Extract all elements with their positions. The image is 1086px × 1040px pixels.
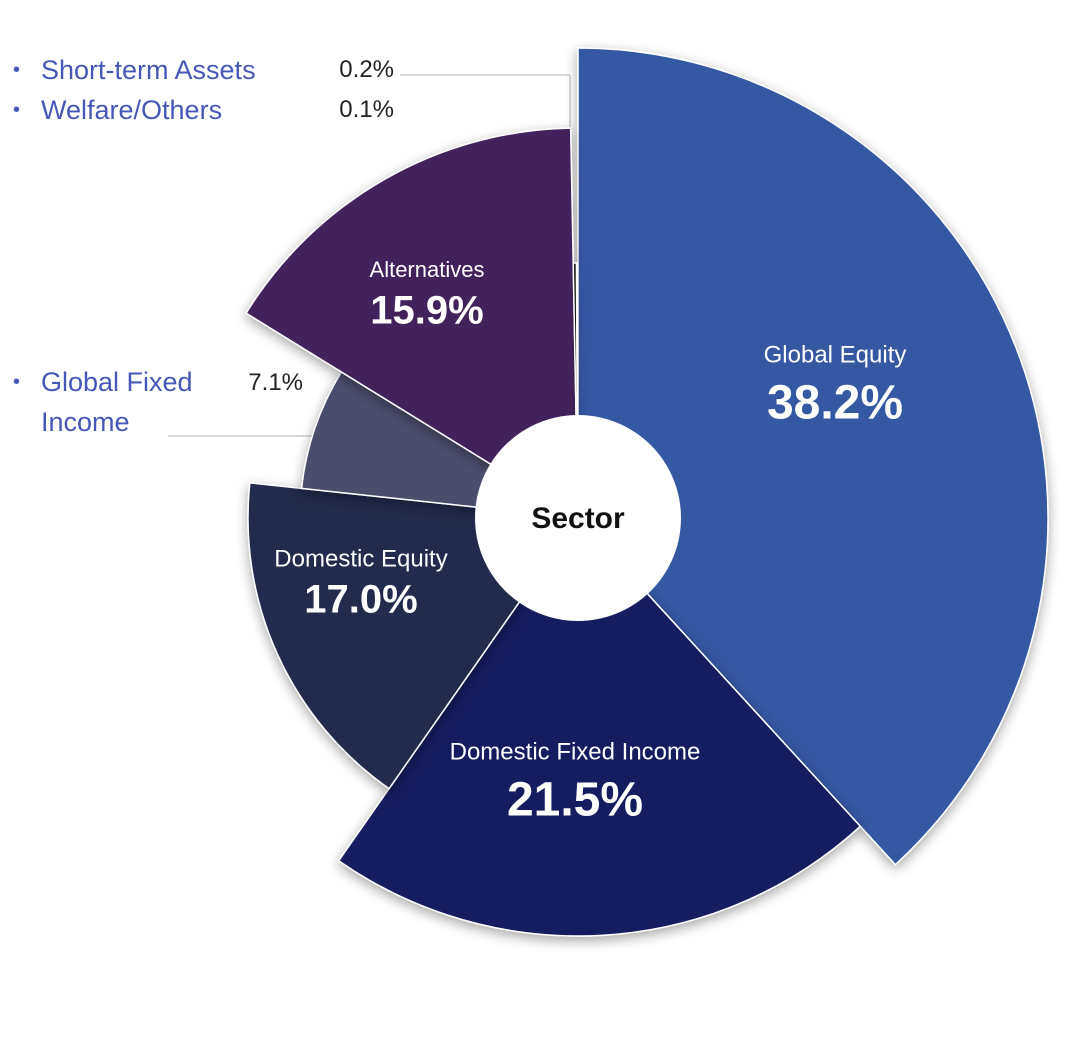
pie-slice [337, 516, 862, 937]
value-label: 0.2% [339, 56, 394, 83]
slice-label: Alternatives [370, 257, 485, 282]
labels: Global Equity 38.2% Domestic Fixed Income 2… [274, 257, 906, 827]
value-label: 21.5% [507, 774, 643, 827]
value-label: 17.0% [304, 578, 417, 622]
pie-slice [245, 127, 579, 520]
center-hole [475, 415, 681, 621]
pie-slice [577, 47, 1049, 866]
value-label: 15.9% [370, 289, 483, 333]
center-label: Sector [531, 502, 625, 535]
slice-label: Domestic Fixed Income [450, 738, 701, 765]
slice-label: Global Equity [764, 341, 907, 368]
value-label: 0.1% [339, 96, 394, 123]
slices [245, 47, 1049, 937]
legend-label: Global Fixed Income [13, 362, 231, 442]
slice-label: Domestic Equity [274, 545, 447, 572]
value-label: 38.2% [767, 377, 903, 430]
legend-label: Short-term Assets [13, 50, 321, 90]
value-label: 7.1% [248, 369, 303, 396]
legend-label: Welfare/Others [13, 90, 321, 130]
